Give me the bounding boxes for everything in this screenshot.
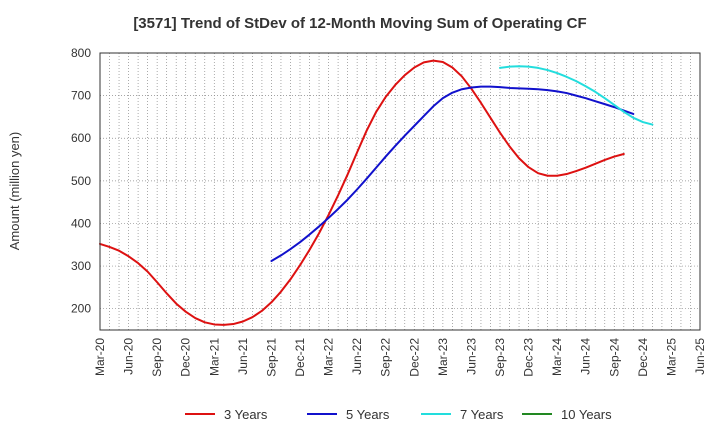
x-tick-label: Jun-24: [579, 338, 593, 375]
x-tick-label: Mar-20: [93, 338, 107, 376]
x-tick-label: Dec-22: [407, 338, 421, 377]
x-tick-label: Jun-21: [236, 338, 250, 375]
y-tick-label: 200: [71, 302, 91, 316]
x-tick-label: Sep-21: [264, 338, 278, 377]
x-tick-label: Dec-24: [636, 338, 650, 377]
legend: 3 Years 5 Years 7 Years 10 Years: [185, 407, 612, 422]
series-line-7-years: [499, 65, 654, 126]
series-line-3-years: [99, 59, 625, 326]
x-tick-label: Mar-22: [322, 338, 336, 376]
y-tick-label: 300: [71, 259, 91, 273]
x-tick-label: Mar-21: [207, 338, 221, 376]
chart-title: [3571] Trend of StDev of 12-Month Moving…: [133, 15, 586, 32]
y-tick-label: 500: [71, 174, 91, 188]
x-tick-label: Sep-20: [150, 338, 164, 377]
x-tick-label: Sep-24: [607, 338, 621, 377]
x-tick-label: Sep-22: [379, 338, 393, 377]
x-tick-label: Dec-20: [179, 338, 193, 377]
y-ticks: 200 300 400 500 600 700 800: [71, 46, 91, 316]
series-line-5-years: [270, 85, 635, 262]
x-tick-label: Jun-22: [350, 338, 364, 375]
plot-frame: [99, 52, 701, 331]
x-tick-label: Jun-20: [122, 338, 136, 375]
legend-label-7-years: 7 Years: [460, 407, 504, 422]
x-tick-label: Sep-23: [493, 338, 507, 377]
legend-label-5-years: 5 Years: [346, 407, 390, 422]
legend-label-3-years: 3 Years: [224, 407, 268, 422]
x-tick-label: Dec-23: [522, 338, 536, 377]
series-layer: [99, 59, 654, 326]
grid: [100, 52, 700, 330]
x-tick-label: Dec-21: [293, 338, 307, 377]
y-axis-label: Amount (million yen): [7, 132, 22, 251]
x-tick-label: Mar-25: [664, 338, 678, 376]
x-tick-label: Mar-23: [436, 338, 450, 376]
y-tick-label: 800: [71, 46, 91, 60]
y-tick-label: 400: [71, 216, 91, 230]
x-tick-label: Jun-23: [464, 338, 478, 375]
legend-label-10-years: 10 Years: [561, 407, 612, 422]
y-tick-label: 600: [71, 131, 91, 145]
y-tick-label: 700: [71, 89, 91, 103]
x-ticks: Mar-20 Jun-20 Sep-20 Dec-20 Mar-21 Jun-21 Sep-…: [93, 338, 707, 377]
x-tick-label: Jun-25: [693, 338, 707, 375]
x-tick-label: Mar-24: [550, 338, 564, 376]
